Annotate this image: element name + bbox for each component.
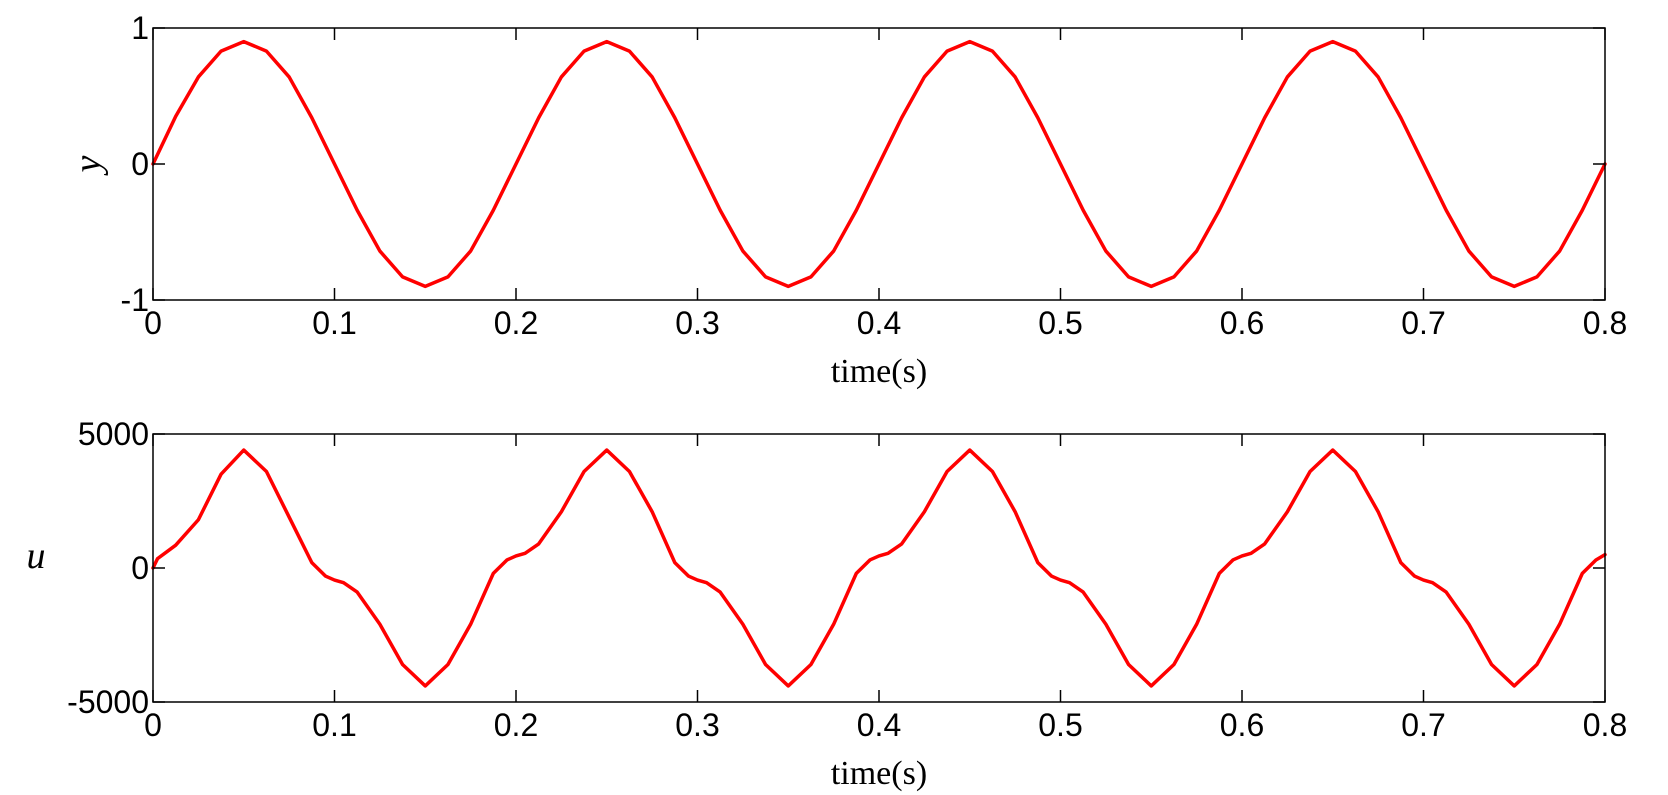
x-tick-label: 0.4	[857, 305, 901, 341]
x-tick-label: 0.8	[1583, 305, 1627, 341]
x-tick-label: 0.1	[312, 305, 356, 341]
x-tick-label: 0.5	[1038, 305, 1082, 341]
x-tick-label: 0.5	[1038, 707, 1082, 743]
x-tick-label: 0.7	[1401, 305, 1445, 341]
series-layer	[151, 448, 1607, 688]
y-tick-label: 5000	[78, 416, 149, 452]
subplot-y: 0 0.1 0.2 0.3 0.4 0.5 0.6 0.7 0.8-101 time(s) y	[67, 10, 1627, 390]
x-tick-label: 0.1	[312, 707, 356, 743]
x-tick-label: 0.2	[494, 707, 538, 743]
y-tick-label: 0	[131, 550, 149, 586]
x-axis-label: time(s)	[831, 353, 927, 390]
x-tick-label: 0.6	[1220, 305, 1264, 341]
x-tick-label: 0.4	[857, 707, 901, 743]
x-tick-label: 0.2	[494, 305, 538, 341]
tick-layer: 0 0.1 0.2 0.3 0.4 0.5 0.6 0.7 0.8-101	[121, 10, 1628, 341]
series-line-0	[151, 39, 1607, 289]
y-tick-label: -5000	[67, 684, 149, 720]
x-tick-label: 0	[144, 305, 162, 341]
x-tick-label: 0.7	[1401, 707, 1445, 743]
y-tick-label: 1	[131, 10, 149, 46]
x-tick-label: 0.6	[1220, 707, 1264, 743]
y-axis-label: u	[27, 535, 46, 577]
x-tick-label: 0.3	[675, 707, 719, 743]
x-tick-label: 0.8	[1583, 707, 1627, 743]
series-layer	[151, 39, 1607, 289]
y-tick-label: 0	[131, 146, 149, 182]
y-tick-label: -1	[121, 282, 149, 318]
x-axis-label: time(s)	[831, 755, 927, 792]
x-tick-label: 0.3	[675, 305, 719, 341]
x-tick-label: 0	[144, 707, 162, 743]
y-axis-label: y	[67, 155, 109, 176]
series-line-0	[151, 448, 1607, 688]
